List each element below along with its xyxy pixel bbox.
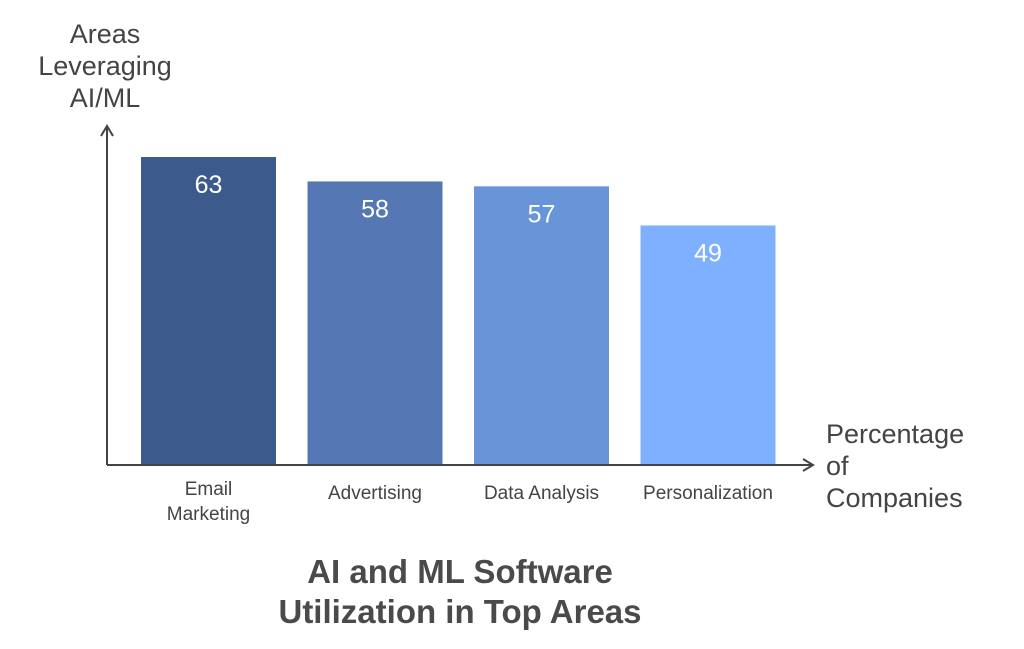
data-label-1: 58 (361, 195, 389, 223)
y-axis-arrow (100, 124, 114, 137)
data-label-2: 57 (528, 200, 556, 228)
data-labels-group: 63 58 57 49 (195, 171, 722, 267)
bars-group (141, 157, 776, 466)
tick-labels-group: Email Marketing Advertising Data Analysis Pe… (167, 479, 773, 525)
tick-label-0: Email Marketing (167, 479, 250, 525)
bar-0 (141, 157, 276, 465)
axes-group (100, 124, 815, 472)
data-label-0: 63 (195, 171, 223, 199)
bar-1 (307, 181, 443, 465)
x-axis-title: Percentage of Companies (826, 419, 965, 513)
tick-label-3: Personalization (643, 483, 773, 504)
y-axis-title: Areas Leveraging AI/ML (38, 19, 172, 113)
chart-title: AI and ML Software Utilization in Top Ar… (278, 553, 642, 630)
x-axis-arrow (802, 458, 815, 472)
tick-label-1: Advertising (328, 483, 422, 504)
tick-label-2: Data Analysis (484, 483, 599, 504)
data-label-3: 49 (694, 239, 722, 267)
bar-3 (640, 225, 776, 465)
bar-2 (474, 186, 609, 466)
